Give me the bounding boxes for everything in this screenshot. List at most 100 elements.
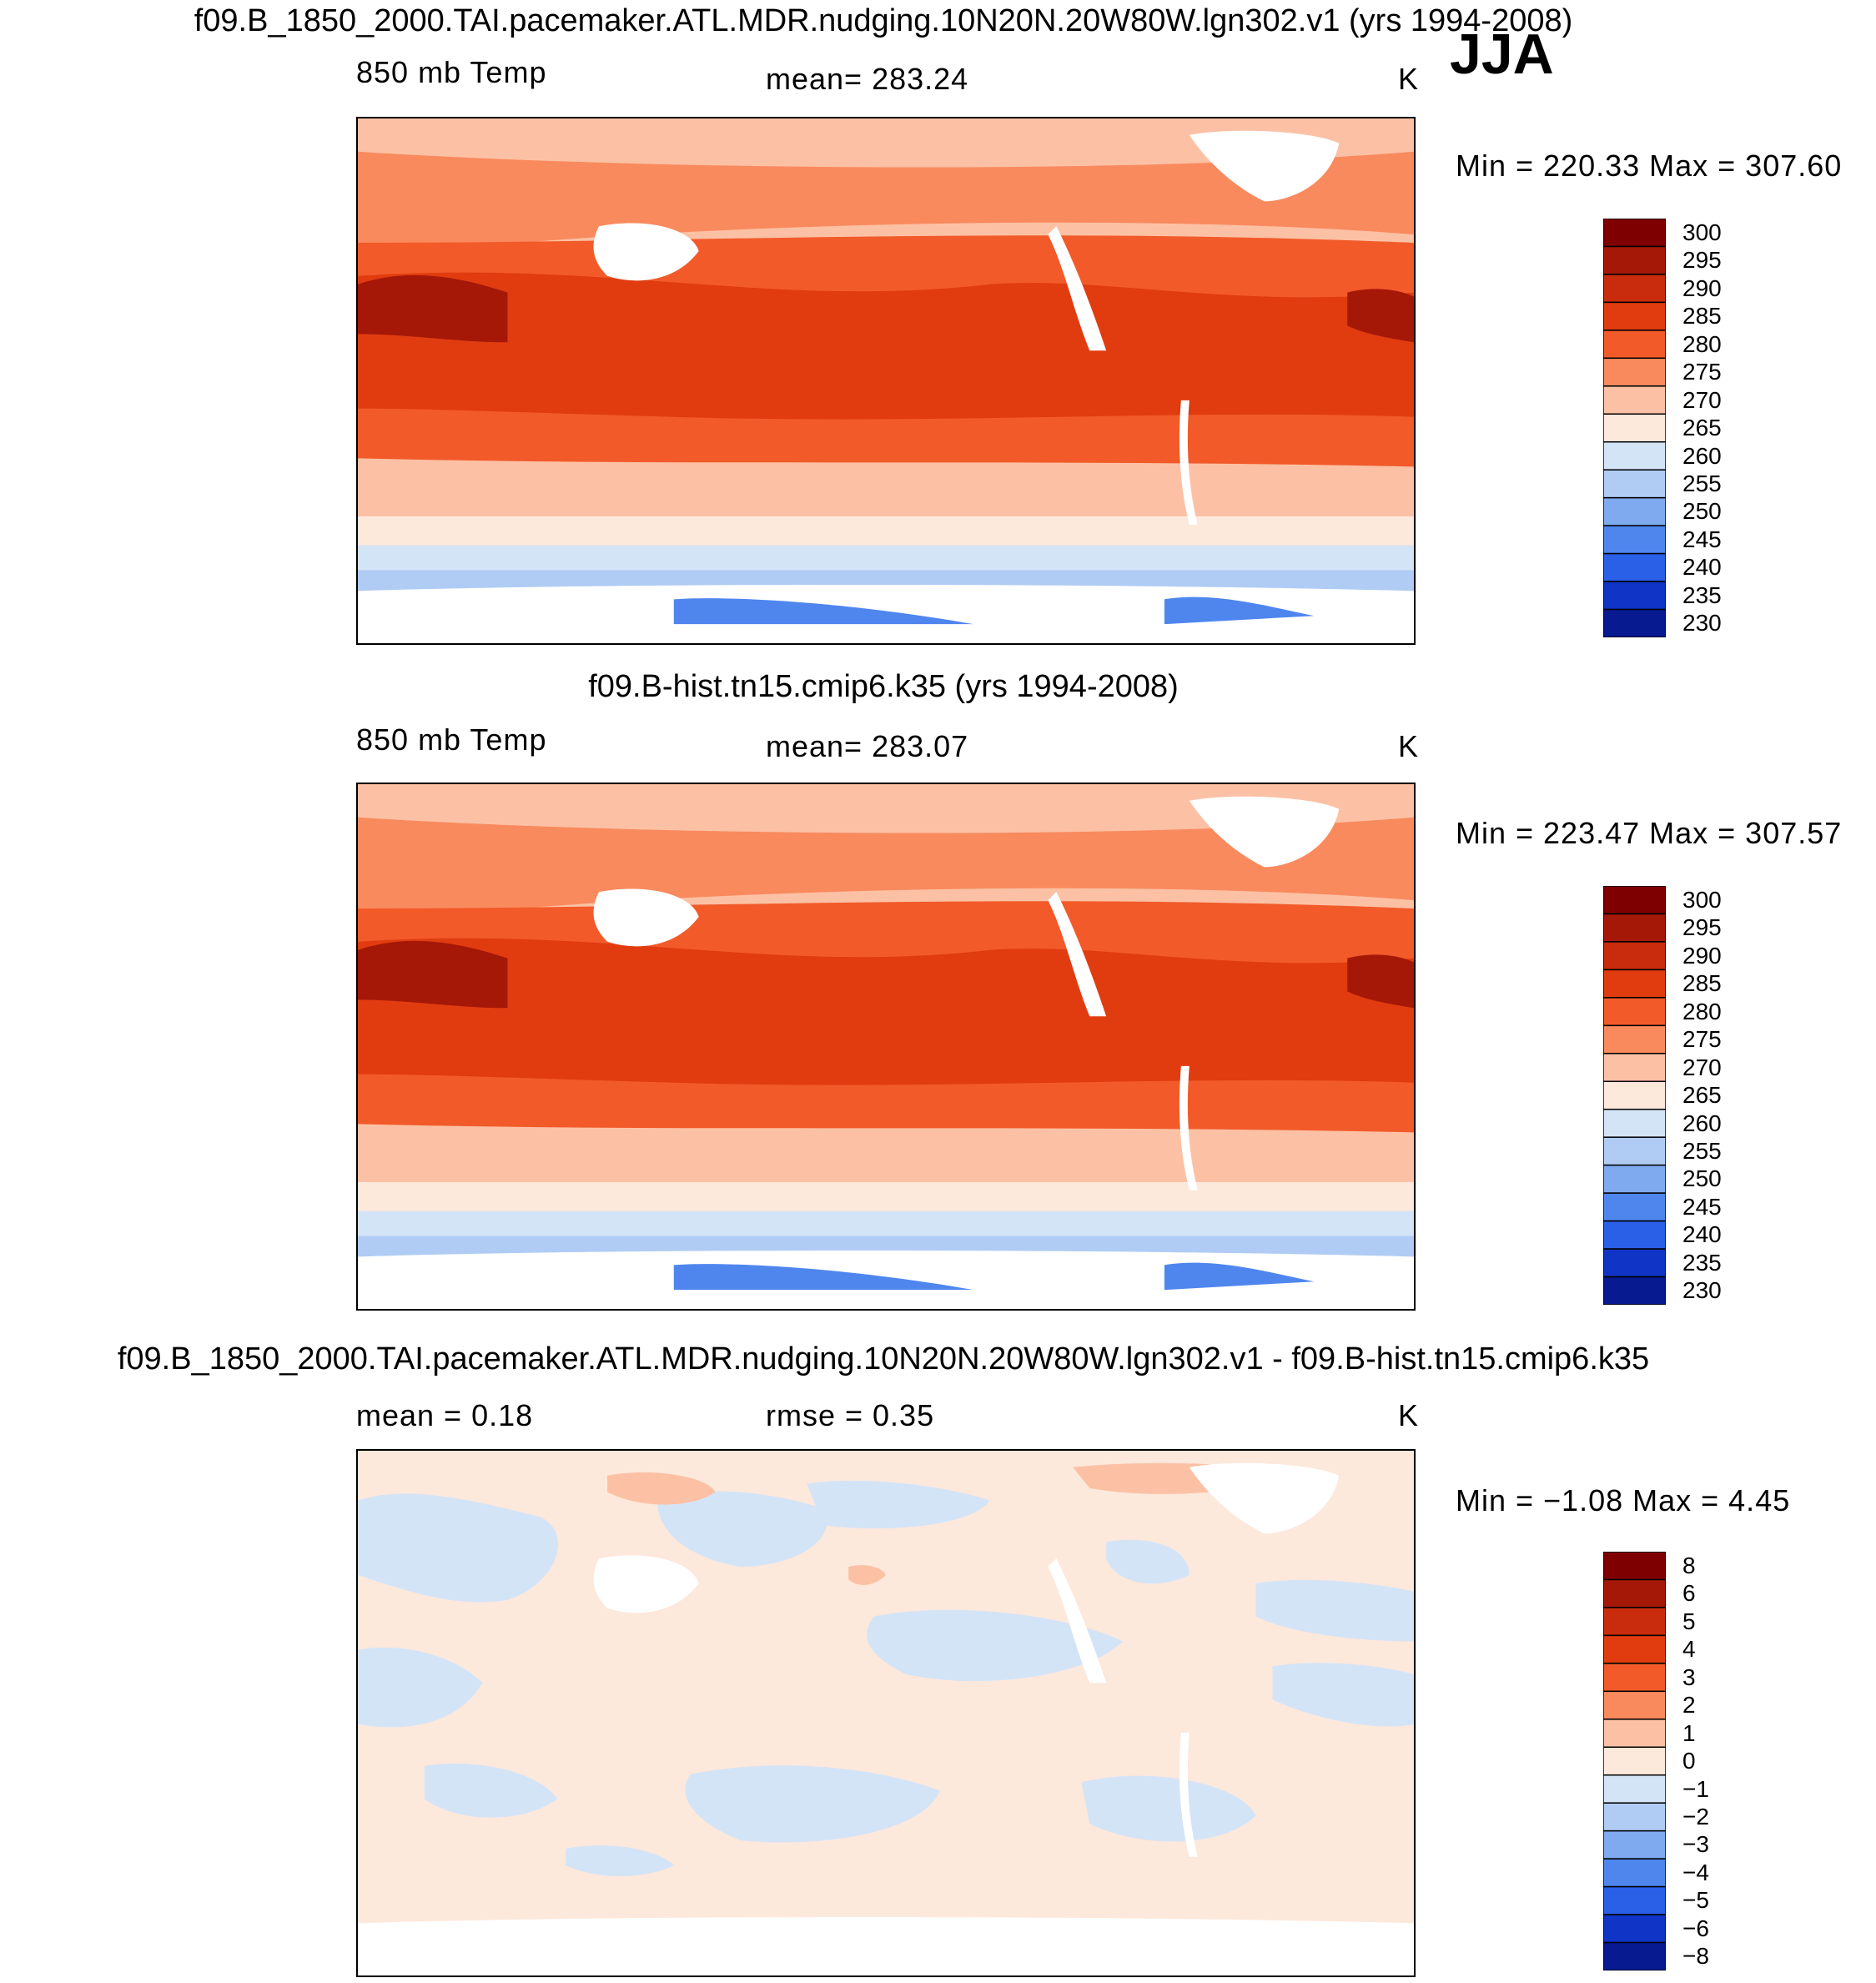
colorbar-swatch — [1603, 1858, 1666, 1888]
panel2-map — [356, 783, 1416, 1311]
colorbar-tick-label: 290 — [1682, 942, 1722, 969]
colorbar-swatch — [1603, 1248, 1666, 1278]
colorbar-tick-label: 235 — [1682, 1249, 1722, 1276]
panel3-map — [356, 1449, 1416, 1977]
colorbar-tick-label: −5 — [1682, 1887, 1709, 1914]
colorbar-tick-label: −3 — [1682, 1831, 1709, 1858]
panel2-minmax-label: Min = 223.47 Max = 307.57 — [1456, 816, 1843, 850]
colorbar-swatch — [1603, 1802, 1666, 1832]
panel1-variable-label: 850 mb Temp — [356, 55, 547, 89]
colorbar-tick-label: 300 — [1682, 886, 1722, 913]
colorbar-swatch — [1603, 245, 1666, 275]
colorbar-tick-label: 8 — [1682, 1552, 1696, 1578]
panel2-variable-label: 850 mb Temp — [356, 722, 547, 757]
panel1-colorbar-svg — [1603, 219, 1666, 637]
colorbar-swatch — [1603, 1829, 1666, 1860]
panel1-title: f09.B_1850_2000.TAI.pacemaker.ATL.MDR.nu… — [194, 3, 1573, 38]
colorbar-tick-label: 250 — [1682, 498, 1722, 525]
colorbar-tick-label: 250 — [1682, 1165, 1722, 1192]
colorbar-tick-label: 295 — [1682, 247, 1722, 274]
panel1-colorbar — [1603, 219, 1666, 637]
colorbar-tick-label: 245 — [1682, 1193, 1722, 1220]
colorbar-tick-label: 265 — [1682, 1082, 1722, 1108]
panel2-colorbar-svg — [1603, 886, 1666, 1305]
colorbar-tick-label: 245 — [1682, 526, 1722, 552]
panel3-title: f09.B_1850_2000.TAI.pacemaker.ATL.MDR.nu… — [117, 1341, 1650, 1377]
colorbar-swatch — [1603, 997, 1666, 1027]
panel1-mean-label: mean= 283.24 — [766, 62, 969, 96]
colorbar-tick-label: −8 — [1682, 1943, 1709, 1970]
colorbar-swatch — [1603, 1276, 1666, 1305]
colorbar-tick-label: 275 — [1682, 359, 1722, 385]
colorbar-swatch — [1603, 1024, 1666, 1054]
colorbar-tick-label: 255 — [1682, 1137, 1722, 1164]
panel1-map — [356, 117, 1416, 645]
panel1-minmax-label: Min = 220.33 Max = 307.60 — [1456, 148, 1843, 183]
colorbar-tick-label: 230 — [1682, 610, 1722, 637]
colorbar-swatch — [1603, 1164, 1666, 1194]
panel1-map-svg — [358, 118, 1414, 643]
panel3-colorbar — [1603, 1552, 1666, 1970]
colorbar-swatch — [1603, 496, 1666, 526]
panel2-map-svg — [358, 784, 1414, 1309]
colorbar-swatch — [1603, 1578, 1666, 1608]
colorbar-tick-label: 275 — [1682, 1026, 1722, 1053]
colorbar-tick-label: 260 — [1682, 1110, 1722, 1136]
colorbar-tick-label: 0 — [1682, 1748, 1696, 1774]
colorbar-tick-label: 6 — [1682, 1580, 1696, 1607]
colorbar-swatch — [1603, 357, 1666, 387]
colorbar-swatch — [1603, 1108, 1666, 1138]
colorbar-tick-label: 240 — [1682, 1221, 1722, 1248]
colorbar-swatch — [1603, 525, 1666, 555]
colorbar-tick-label: −4 — [1682, 1859, 1709, 1885]
colorbar-swatch — [1603, 274, 1666, 304]
colorbar-tick-label: −2 — [1682, 1803, 1709, 1829]
colorbar-swatch — [1603, 581, 1666, 611]
colorbar-swatch — [1603, 1552, 1666, 1581]
colorbar-tick-label: 240 — [1682, 554, 1722, 581]
season-label: JJA — [1450, 23, 1554, 86]
colorbar-swatch — [1603, 1634, 1666, 1664]
colorbar-tick-label: 285 — [1682, 303, 1722, 330]
colorbar-swatch — [1603, 1885, 1666, 1915]
colorbar-swatch — [1603, 941, 1666, 971]
panel1-colorbar-labels: 300 295 290 285 280 275 270 265 260 255 250 245 240 2… — [1682, 219, 1758, 637]
colorbar-swatch — [1603, 1663, 1666, 1693]
colorbar-swatch — [1603, 413, 1666, 443]
colorbar-tick-label: 5 — [1682, 1608, 1696, 1634]
panel3-units-label: K — [1398, 1398, 1420, 1432]
colorbar-tick-label: 2 — [1682, 1692, 1696, 1719]
panel3-minmax-label: Min = −1.08 Max = 4.45 — [1456, 1483, 1791, 1517]
colorbar-swatch — [1603, 886, 1666, 915]
colorbar-tick-label: 285 — [1682, 970, 1722, 997]
colorbar-tick-label: −1 — [1682, 1775, 1709, 1802]
colorbar-swatch — [1603, 1053, 1666, 1083]
colorbar-swatch — [1603, 440, 1666, 471]
colorbar-swatch — [1603, 1719, 1666, 1749]
panel3-rmse-label: rmse = 0.35 — [766, 1398, 935, 1432]
colorbar-tick-label: 4 — [1682, 1636, 1696, 1663]
colorbar-tick-label: 235 — [1682, 581, 1722, 608]
colorbar-tick-label: −6 — [1682, 1915, 1709, 1941]
colorbar-swatch — [1603, 552, 1666, 582]
colorbar-swatch — [1603, 969, 1666, 999]
colorbar-swatch — [1603, 330, 1666, 360]
colorbar-tick-label: 280 — [1682, 998, 1722, 1024]
colorbar-tick-label: 280 — [1682, 330, 1722, 357]
colorbar-tick-label: 260 — [1682, 442, 1722, 469]
colorbar-swatch — [1603, 469, 1666, 499]
panel3-mean-label: mean = 0.18 — [356, 1398, 534, 1432]
panel2-colorbar-labels: 300 295 290 285 280 275 270 265 260 255 250 245 240 2… — [1682, 886, 1758, 1305]
colorbar-tick-label: 270 — [1682, 386, 1722, 413]
colorbar-swatch — [1603, 913, 1666, 943]
panel1-units-label: K — [1398, 62, 1420, 96]
colorbar-tick-label: 3 — [1682, 1663, 1696, 1690]
colorbar-tick-label: 300 — [1682, 219, 1722, 245]
colorbar-swatch — [1603, 1774, 1666, 1804]
colorbar-swatch — [1603, 1136, 1666, 1166]
panel2-title: f09.B-hist.tn15.cmip6.k35 (yrs 1994-2008… — [588, 669, 1179, 704]
colorbar-swatch — [1603, 1941, 1666, 1970]
panel3-colorbar-svg — [1603, 1552, 1666, 1970]
colorbar-tick-label: 230 — [1682, 1277, 1722, 1304]
panel2-colorbar — [1603, 886, 1666, 1305]
